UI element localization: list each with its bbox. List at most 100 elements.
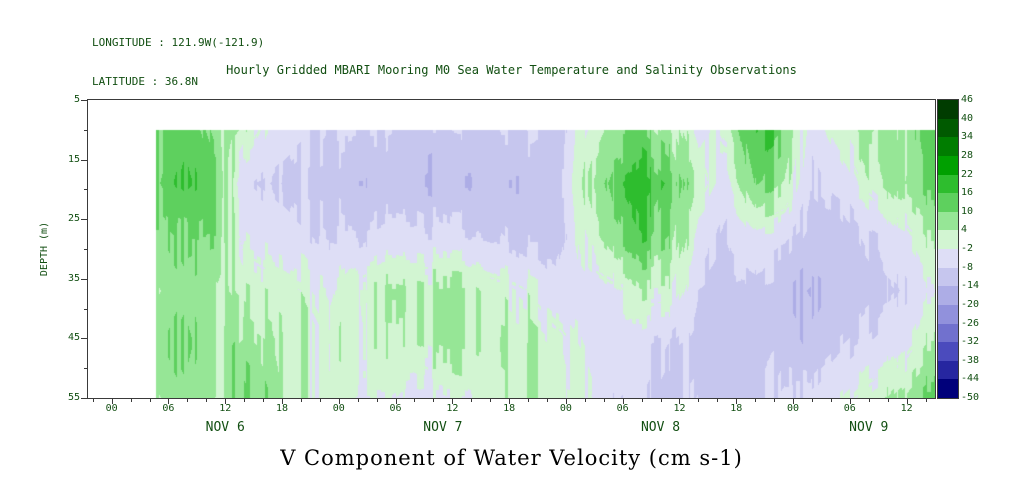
y-tick [81,219,87,221]
x-minor-tick [528,399,530,402]
x-minor-tick [92,399,94,402]
colorbar-tick-label: -50 [961,392,980,403]
x-minor-tick [641,399,643,402]
x-tick [282,399,283,404]
y-tick-label: 35 [67,272,80,284]
x-tick [509,399,511,404]
x-minor-tick [717,399,719,402]
caption: V Component of Water Velocity (cm s-1) [280,446,743,470]
x-minor-tick [130,399,132,402]
x-minor-tick [830,399,832,402]
colorbar-band [938,267,958,287]
x-minor-tick [149,399,151,402]
x-minor-tick [755,399,757,402]
colorbar-tick-label: -2 [961,243,974,254]
y-tick-label: 45 [67,332,80,344]
x-minor-tick [584,399,586,402]
x-minor-tick [300,399,302,402]
x-minor-tick [471,399,473,402]
x-tick-label: 06 [843,403,856,414]
x-tick-label: 12 [219,403,232,414]
y-tick [81,100,87,101]
x-tick-label: 18 [730,403,743,414]
x-tick-label: 18 [503,403,516,414]
x-minor-tick [206,399,208,402]
x-minor-tick [925,399,927,402]
colorbar-band [938,174,958,194]
y-minor-tick [84,368,87,370]
x-minor-tick [698,399,700,402]
y-tick-label: 55 [67,392,80,403]
colorbar-tick-label: -14 [961,280,980,292]
x-minor-tick [868,399,870,402]
colorbar-band [938,193,958,213]
colorbar-tick-label: 34 [961,131,974,143]
y-minor-tick [84,129,87,131]
x-minor-tick [887,399,889,402]
x-minor-tick [244,399,246,402]
x-tick [793,399,795,404]
colorbar-band [938,100,958,120]
colorbar-band [938,286,958,306]
y-tick [81,159,87,161]
x-tick [679,399,681,404]
x-tick-label: 06 [162,403,175,414]
x-tick-label: 06 [616,403,629,414]
x-tick [849,399,851,404]
y-tick-label: 15 [67,153,80,165]
colorbar-tick-label: -38 [961,354,980,366]
x-tick [452,399,454,404]
colorbar-band [938,360,958,380]
annotation-latitude: LATITUDE : 36.8N [92,75,198,88]
colorbar-band [938,379,958,398]
x-minor-tick [357,399,359,402]
colorbar [937,99,959,399]
y-tick-label: 25 [67,213,80,225]
x-minor-tick [414,399,416,402]
colorbar-tick-label: 16 [961,187,974,199]
colorbar-band [938,155,958,176]
y-axis-label: DEPTH (m) [39,221,50,277]
colorbar-tick-label: 40 [961,112,974,124]
x-tick [338,399,340,404]
colorbar-tick-label: 28 [961,149,974,161]
x-date-label: NOV 8 [640,420,681,435]
y-tick [81,398,87,399]
y-tick [81,338,87,340]
y-tick-label: 5 [73,94,80,105]
x-minor-tick [774,399,776,402]
velocity-heatmap [88,100,935,398]
x-minor-tick [490,399,492,402]
x-minor-tick [811,399,813,402]
x-date-label: NOV 7 [423,420,463,435]
colorbar-band [938,323,958,343]
x-tick-label: 12 [900,403,913,414]
colorbar-tick-label: -8 [961,261,974,273]
x-minor-tick [376,399,378,402]
x-tick [622,399,624,404]
y-minor-tick [84,249,87,250]
x-minor-tick [660,399,662,402]
x-date-label: NOV 9 [849,420,889,435]
colorbar-band [938,249,958,269]
x-tick-label: 12 [446,403,459,414]
annotation-longitude: LONGITUDE : 121.9W(-121.9) [92,36,265,49]
colorbar-band [938,118,958,138]
colorbar-tick-label: 22 [961,168,974,180]
x-minor-tick [603,399,605,402]
x-minor-tick [546,399,548,402]
colorbar-band [938,211,958,231]
x-tick-label: 12 [673,403,686,414]
x-tick [168,399,170,404]
colorbar-band [938,342,958,362]
plot-area [87,99,936,399]
x-minor-tick [433,399,435,402]
x-tick-label: 06 [389,403,402,414]
chart-title: Hourly Gridded MBARI Mooring M0 Sea Wate… [226,63,797,77]
colorbar-tick-label: -26 [961,317,980,329]
x-tick [395,399,397,404]
x-tick [111,399,113,404]
colorbar-band [938,304,958,325]
x-tick [906,399,908,404]
